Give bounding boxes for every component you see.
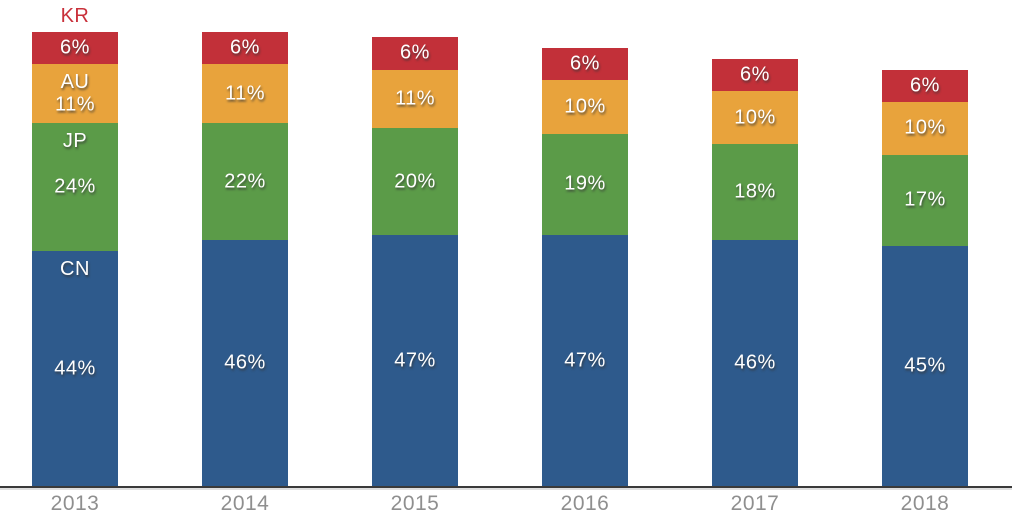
segment-au-2014: 11% xyxy=(202,64,288,123)
segment-jp-2015: 20% xyxy=(372,128,458,236)
segment-cn-2014: 46% xyxy=(202,240,288,486)
series-name-jp: JP xyxy=(62,129,88,152)
value-label-jp-2017: 18% xyxy=(734,180,776,203)
x-axis-label-2015: 2015 xyxy=(390,492,440,515)
segment-jp-2016: 19% xyxy=(542,133,628,236)
value-label-jp-2018: 17% xyxy=(904,188,946,211)
value-label-au-2017: 10% xyxy=(734,106,776,129)
bar-2014: 6% 11% 22% 46% xyxy=(202,32,288,486)
value-label-au-2015: 11% xyxy=(394,87,436,110)
value-label-jp-2015: 20% xyxy=(394,170,436,193)
value-label-au-2018: 10% xyxy=(904,116,946,139)
segment-au-2015: 11% xyxy=(372,69,458,129)
segment-kr-2014: 6% xyxy=(202,32,288,65)
value-label-kr-2013: 6% xyxy=(60,36,90,59)
value-label-kr-2014: 6% xyxy=(230,36,260,59)
x-axis-line xyxy=(0,486,1012,488)
value-label-au-2013: 11% xyxy=(54,93,96,116)
value-label-kr-2018: 6% xyxy=(910,74,940,97)
bar-2015: 6% 11% 20% 47% xyxy=(372,37,458,486)
value-label-au-2014: 11% xyxy=(224,82,266,105)
segment-kr-2015: 6% xyxy=(372,37,458,70)
segment-au-2016: 10% xyxy=(542,80,628,134)
segment-cn-2016: 47% xyxy=(542,235,628,486)
x-axis-label-2017: 2017 xyxy=(730,492,780,515)
value-label-jp-2016: 19% xyxy=(564,172,606,195)
value-label-kr-2016: 6% xyxy=(570,52,600,75)
value-label-cn-2017: 46% xyxy=(734,351,776,374)
series-name-cn: CN xyxy=(60,258,90,281)
value-label-cn-2016: 47% xyxy=(564,349,606,372)
segment-cn-2017: 46% xyxy=(712,240,798,486)
value-label-au-2016: 10% xyxy=(564,95,606,118)
value-label-jp-2013: 24% xyxy=(54,175,96,198)
segment-au-2017: 10% xyxy=(712,90,798,145)
segment-kr-2016: 6% xyxy=(542,48,628,81)
series-name-kr: KR xyxy=(60,5,90,28)
x-axis-label-2018: 2018 xyxy=(900,492,950,515)
segment-cn-2013: CN 44% xyxy=(32,251,118,486)
segment-cn-2015: 47% xyxy=(372,235,458,486)
x-axis-label-2014: 2014 xyxy=(220,492,270,515)
series-name-au: AU xyxy=(60,71,90,94)
segment-jp-2013: JP 24% xyxy=(32,122,118,252)
segment-kr-2013: KR 6% xyxy=(32,5,118,65)
bar-2013: KR 6% AU 11% JP 24% CN 44% xyxy=(32,5,118,486)
value-label-cn-2013: 44% xyxy=(54,357,96,380)
value-label-cn-2015: 47% xyxy=(394,349,436,372)
value-label-kr-2017: 6% xyxy=(740,63,770,86)
value-label-cn-2014: 46% xyxy=(224,351,266,374)
segment-cn-2018: 45% xyxy=(882,245,968,486)
value-label-kr-2015: 6% xyxy=(400,41,430,64)
segment-kr-2017: 6% xyxy=(712,58,798,91)
x-axis-label-2016: 2016 xyxy=(560,492,610,515)
bar-2018: 6% 10% 17% 45% xyxy=(882,69,968,486)
value-label-cn-2018: 45% xyxy=(904,354,946,377)
bar-2017: 6% 10% 18% 46% xyxy=(712,58,798,486)
segment-jp-2018: 17% xyxy=(882,154,968,246)
segment-au-2018: 10% xyxy=(882,101,968,155)
segment-jp-2014: 22% xyxy=(202,122,288,241)
segment-jp-2017: 18% xyxy=(712,144,798,241)
segment-au-2013: AU 11% xyxy=(32,64,118,123)
value-label-jp-2014: 22% xyxy=(224,170,266,193)
x-axis-label-2013: 2013 xyxy=(50,492,100,515)
segment-kr-2018: 6% xyxy=(882,69,968,102)
bar-2016: 6% 10% 19% 47% xyxy=(542,48,628,486)
